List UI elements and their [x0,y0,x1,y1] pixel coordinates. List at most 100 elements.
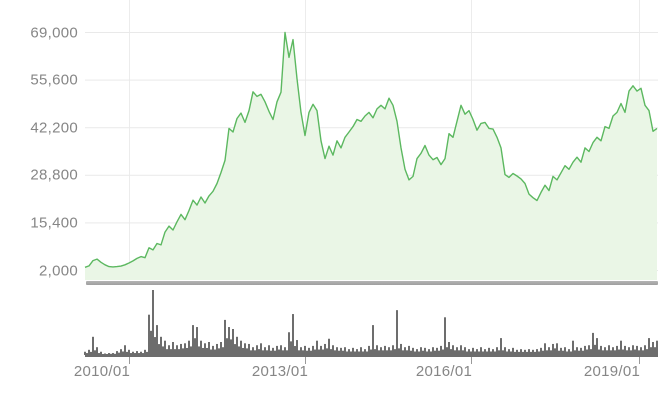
volume-bar [648,338,650,355]
volume-bar [172,342,174,355]
volume-bar [248,343,250,355]
volume-bar [476,349,478,355]
volume-bar [458,350,460,355]
volume-bar [310,350,312,355]
volume-bar [122,351,124,355]
volume-bar [364,349,366,355]
volume-bar [522,351,524,355]
volume-bar [284,347,286,355]
volume-bar [618,349,620,355]
range-scrollbar-handle[interactable] [86,281,658,285]
volume-bar [340,347,342,355]
volume-bar [306,350,308,355]
volume-bar [332,345,334,355]
volume-bar [132,351,134,355]
volume-bar [582,350,584,355]
volume-bar [554,348,556,355]
volume-bar [242,347,244,355]
volume-bar [610,350,612,355]
volume-bar [604,347,606,355]
volume-bar [212,345,214,355]
volume-bar [268,345,270,355]
volume-bar [440,345,442,355]
volume-bar [350,351,352,355]
volume-bar [194,338,196,355]
volume-bar [270,350,272,355]
volume-bar [442,349,444,355]
volume-bar [492,349,494,355]
volume-bar [156,325,158,355]
volume-bar [124,345,126,355]
volume-bar [164,340,166,355]
volume-bar [634,349,636,355]
volume-bar [144,349,146,355]
volume-bar [260,343,262,355]
volume-bar [366,351,368,355]
volume-bar [192,325,194,355]
volume-bar [250,350,252,355]
x-axis-tick-mark [129,357,130,364]
volume-bar [400,343,402,355]
volume-bar [572,340,574,355]
volume-bar [438,350,440,355]
volume-bar [318,349,320,355]
volume-bar [214,349,216,355]
volume-bar [550,350,552,355]
volume-bar [370,349,372,355]
volume-chart-plot [84,290,658,364]
volume-bar [468,349,470,355]
volume-bar [272,347,274,355]
volume-bar [152,290,154,355]
volume-bar [490,351,492,355]
x-axis-tick-label: 2010/01 [73,363,131,380]
volume-bar [256,345,258,355]
volume-bar [294,346,296,355]
volume-bar [656,340,658,355]
volume-bar [644,345,646,355]
volume-bar [612,347,614,355]
volume-bar [520,349,522,355]
volume-bar [148,314,150,355]
volume-bar [300,347,302,355]
volume-bar [244,343,246,355]
volume-bar [470,351,472,355]
volume-bar [160,336,162,355]
volume-bar [384,345,386,355]
volume-bar [188,340,190,355]
volume-bar [528,349,530,355]
volume-bar [478,351,480,355]
volume-bar [374,349,376,355]
volume-bar [480,347,482,355]
volume-bar [578,350,580,355]
volume-bar [232,329,234,355]
volume-bar [544,343,546,355]
volume-bar [552,343,554,355]
volume-bar [626,350,628,355]
volume-bar [196,327,198,355]
volume-bar [598,349,600,355]
volume-bar [316,340,318,355]
volume-bar [362,351,364,355]
volume-bar [380,347,382,355]
volume-bar [342,350,344,355]
volume-bar [240,340,242,355]
volume-bar [378,350,380,355]
volume-bar [622,349,624,355]
volume-bar [356,349,358,355]
volume-bar [336,347,338,355]
volume-bar [320,345,322,355]
volume-bar [638,350,640,355]
x-axis-tick-label: 2016/01 [415,363,473,380]
volume-bar [168,345,170,355]
volume-bar [434,350,436,355]
volume-bar [546,350,548,355]
x-axis-tick-label: 2013/01 [251,363,309,380]
volume-bar [120,349,122,355]
volume-bar [408,345,410,355]
volume-bar [96,347,98,355]
volume-bar [298,350,300,355]
volume-bar [424,347,426,355]
volume-bar [258,349,260,355]
volume-bar [372,325,374,355]
volume-bar [498,350,500,355]
